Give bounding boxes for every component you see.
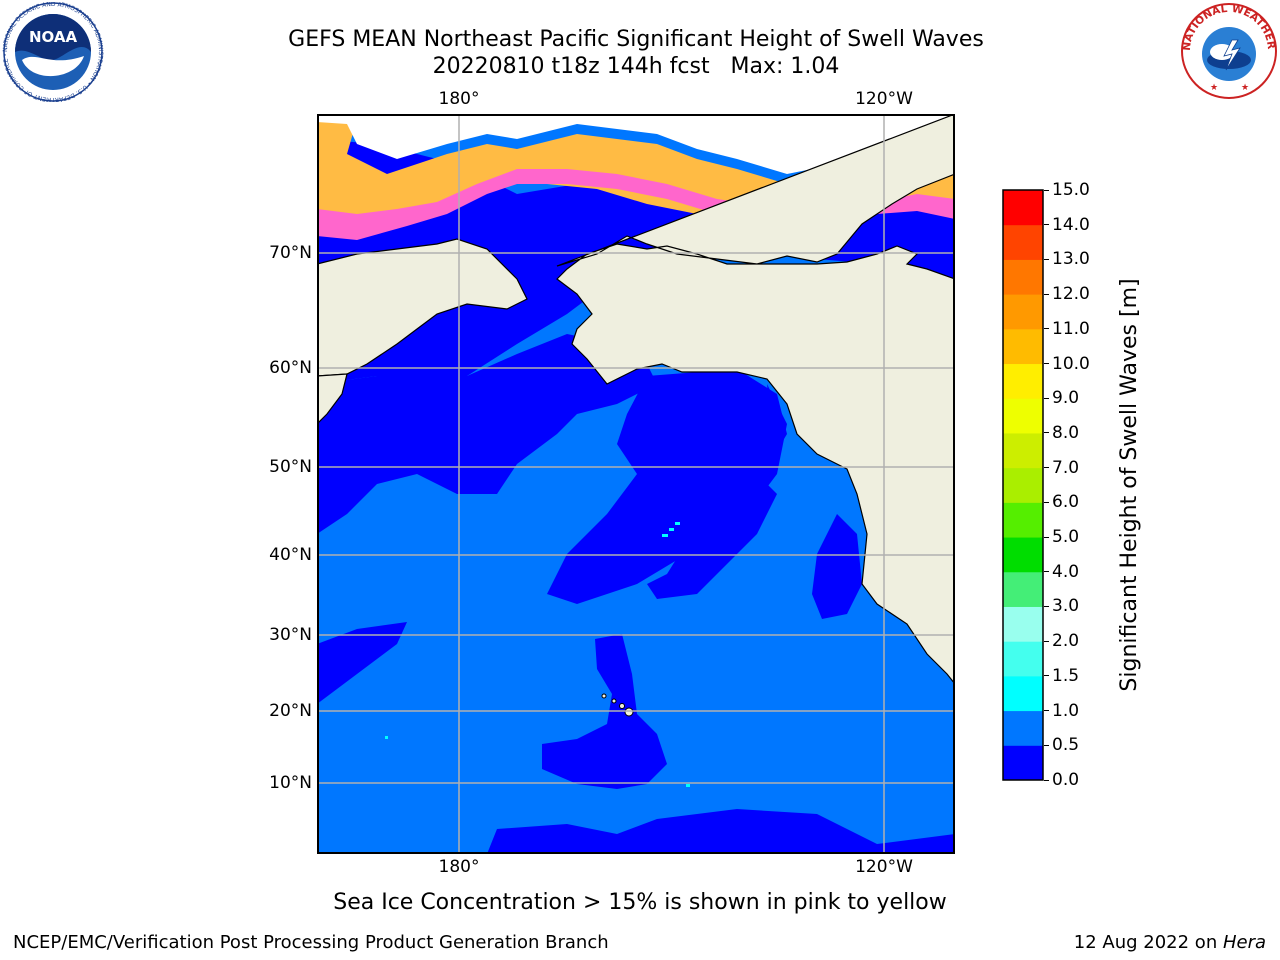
swell-1.0-1.5-patches [385,522,690,787]
colorbar-tick-label: 5.0 [1052,527,1080,548]
colorbar-segment-15 [1003,224,1043,260]
colorbar-segment-16 [1003,190,1043,226]
colorbar-tick [1044,675,1049,677]
colorbar-segment-0 [1003,745,1043,781]
colorbar-tick-label: 0.5 [1052,735,1080,756]
colorbar-tick [1044,432,1049,434]
noaa-logo-text: NOAA [29,28,78,46]
swell-map [317,114,955,854]
colorbar-tick [1044,536,1049,538]
lat-label-40n: 40°N [269,545,312,565]
nws-logo: NATIONAL WEATHER SERVICE ★ ★ [1180,2,1277,99]
colorbar-tick [1044,779,1049,781]
colorbar-tick-label: 2.0 [1052,631,1080,652]
colorbar-tick [1044,189,1049,191]
colorbar-tick [1044,710,1049,712]
lon-label-top-120w: 120°W [855,89,913,109]
land-alaska-north-america [556,114,955,685]
colorbar-segment-5 [1003,571,1043,607]
lat-label-30n: 30°N [269,625,312,645]
colorbar-tick-label: 8.0 [1052,422,1080,443]
footer-date-text: 12 Aug 2022 on [1073,932,1223,953]
land-kamchatka [317,373,348,425]
colorbar-tick-label: 11.0 [1052,318,1090,339]
colorbar-tick-label: 6.0 [1052,492,1080,513]
colorbar-tick-label: 12.0 [1052,284,1090,305]
colorbar-segment-11 [1003,363,1043,399]
colorbar-tick-label: 9.0 [1052,388,1080,409]
colorbar-segment-9 [1003,432,1043,469]
colorbar-tick [1044,571,1049,573]
colorbar-tick-label: 14.0 [1052,214,1090,235]
colorbar-tick-label: 1.5 [1052,665,1080,686]
lat-label-50n: 50°N [269,457,312,477]
lat-label-10n: 10°N [269,773,312,793]
map-title: GEFS MEAN Northeast Pacific Significant … [288,27,984,52]
colorbar-segment-10 [1003,398,1043,434]
colorbar-tick [1044,397,1049,399]
colorbar-frame [1002,189,1044,781]
colorbar-tick-label: 1.0 [1052,700,1080,721]
colorbar-tick [1044,363,1049,365]
colorbar-segment-8 [1003,467,1043,503]
colorbar-tick [1044,293,1049,295]
colorbar-segment-4 [1003,606,1043,642]
colorbar-tick-label: 4.0 [1052,561,1080,582]
colorbar-tick-label: 13.0 [1052,249,1090,270]
colorbar [1002,189,1044,781]
colorbar-tick-label: 10.0 [1052,353,1090,374]
svg-text:★: ★ [1210,83,1218,93]
noaa-logo: NATIONAL OCEANIC AND ATMOSPHERIC ADMINIS… [2,2,104,102]
colorbar-segment-14 [1003,259,1043,295]
colorbar-segment-7 [1003,502,1043,538]
colorbar-segment-1 [1003,710,1043,746]
colorbar-tick-label: 7.0 [1052,457,1080,478]
footer-credit: NCEP/EMC/Verification Post Processing Pr… [13,932,609,953]
colorbar-tick [1044,224,1049,226]
colorbar-tick [1044,605,1049,607]
footer-host: Hera [1222,932,1266,953]
colorbar-title: Significant Height of Swell Waves [m] [1117,278,1142,692]
lon-label-top-180: 180° [438,89,480,109]
colorbar-tick [1044,640,1049,642]
colorbar-segment-2 [1003,675,1043,712]
lon-label-bottom-180: 180° [438,857,480,877]
map-gridlines [317,114,955,854]
colorbar-tick-label: 15.0 [1052,180,1090,200]
sea-ice-caption: Sea Ice Concentration > 15% is shown in … [333,890,947,915]
svg-text:★: ★ [1241,83,1249,93]
land-masses [317,114,955,685]
hawaiian-islands [601,693,634,717]
colorbar-tick [1044,744,1049,746]
map-frame [317,114,955,854]
colorbar-tick [1044,467,1049,469]
map-subtitle: 20220810 t18z 144h fcst Max: 1.04 [432,54,840,79]
colorbar-segment-13 [1003,294,1043,330]
colorbar-tick-label: 0.0 [1052,770,1080,790]
colorbar-segment-12 [1003,328,1043,365]
colorbar-tick [1044,258,1049,260]
colorbar-tick-label: 3.0 [1052,596,1080,617]
lat-label-20n: 20°N [269,701,312,721]
lat-label-70n: 70°N [269,243,312,263]
colorbar-tick [1044,328,1049,330]
lon-label-bottom-120w: 120°W [855,857,913,877]
colorbar-segment-3 [1003,641,1043,677]
colorbar-segment-6 [1003,537,1043,573]
lat-label-60n: 60°N [269,358,312,378]
colorbar-tick [1044,501,1049,503]
footer-date: 12 Aug 2022 on Hera [1074,932,1266,953]
